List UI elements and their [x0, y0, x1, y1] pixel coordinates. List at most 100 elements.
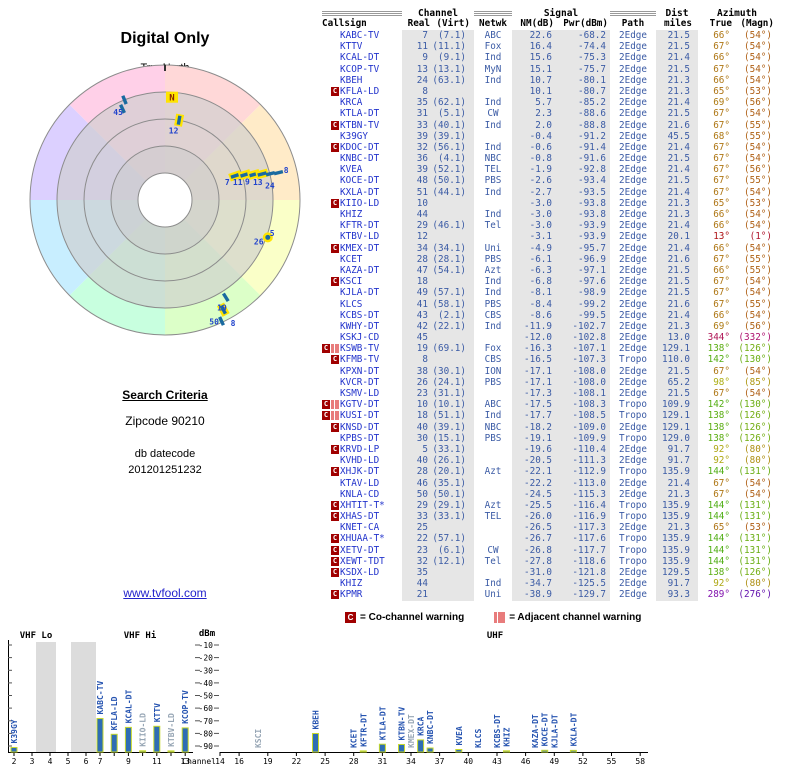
table-row: KCOP-TV 13 (13.1) MyN 15.1 -75.7 2Edge 21.5 67° (… [322, 63, 792, 75]
cell-mag: (80°) [744, 443, 772, 455]
co-channel-warning-icon: C [322, 400, 330, 410]
cell-tru: 67° [713, 41, 730, 53]
callsign-link[interactable]: XHUAA-T* [340, 533, 385, 545]
callsign-link[interactable]: KOCE-DT [340, 175, 380, 187]
callsign-link[interactable]: KVEA [340, 164, 363, 176]
station-label: KAZA-DT [531, 714, 540, 748]
warning-cell: C [322, 567, 340, 578]
table-row: KFTR-DT 29 (46.1) Tel -3.0 -93.9 2Edge 21.4 66° (… [322, 220, 792, 232]
callsign-link[interactable]: KFTR-DT [340, 220, 380, 232]
callsign-link[interactable]: XEWT-TDT [340, 555, 385, 567]
group-header-dist: Dist [665, 7, 689, 19]
cell-real: 45 [402, 332, 430, 344]
svg-text:45: 45 [113, 108, 123, 117]
cell-nm: 16.4 [512, 41, 554, 53]
table-row: KBEH 24 (63.1) Ind 10.7 -80.1 2Edge 21.3 66° (54°… [322, 74, 792, 86]
cell-net: Ind [484, 276, 502, 288]
callsign-link[interactable]: KTBN-TV [340, 119, 380, 131]
cell-net: NBC [484, 153, 502, 165]
cell-mag: (54°) [744, 141, 772, 153]
callsign-link[interactable]: KIIO-LD [340, 197, 380, 209]
callsign-link[interactable]: KABC-TV [340, 30, 380, 41]
callsign-link[interactable]: KXLA-DT [340, 186, 380, 198]
callsign-link[interactable]: KNLA-CD [340, 488, 380, 500]
callsign-link[interactable]: KTTV [340, 41, 363, 53]
signal-bar-chart-canvas: VHF Lo VHF Hi UHF dBm -10 -20 -30 -40 -50 -60 -70 -… [8, 629, 648, 766]
callsign-link[interactable]: KSWB-TV [340, 343, 380, 355]
co-channel-warning-icon: C [322, 411, 330, 421]
callsign-link[interactable]: KMEX-DT [340, 242, 380, 254]
callsign-link[interactable]: KVHD-LD [340, 455, 380, 467]
cell-net [474, 131, 512, 142]
callsign-link[interactable]: KCET [340, 253, 363, 265]
callsign-link[interactable]: KFMB-TV [340, 354, 380, 366]
callsign-link[interactable]: KFLA-LD [340, 85, 380, 97]
station-label: KJLA-DT [550, 714, 559, 748]
cell-dist: 129.0 [656, 432, 698, 444]
callsign-link[interactable]: KVCR-DT [340, 376, 380, 388]
adjacent-channel-warning-icon [494, 612, 506, 623]
callsign-link[interactable]: KPMR [340, 589, 363, 601]
cell-net: ION [484, 365, 502, 377]
svg-text:16: 16 [234, 757, 244, 766]
callsign-link[interactable]: KWHY-DT [340, 320, 380, 332]
cell-nm: -31.0 [512, 567, 554, 579]
callsign-link[interactable]: KSMV-LD [340, 388, 380, 399]
callsign-link[interactable]: KUSI-DT [340, 410, 380, 422]
cell-nm: -2.7 [512, 186, 554, 198]
cell-net: CW [487, 544, 499, 556]
station-label: KTLA-DT [378, 706, 387, 740]
callsign-link[interactable]: K39GY [340, 130, 368, 142]
callsign-link[interactable]: KCOP-TV [340, 63, 380, 75]
callsign-link[interactable]: KNSD-DT [340, 421, 380, 433]
callsign-link[interactable]: KNET-CA [340, 522, 380, 534]
callsign-link[interactable]: KCAL-DT [340, 52, 380, 64]
callsign-link[interactable]: KSCI [340, 276, 363, 288]
group-header-azimuth: Azimuth [716, 7, 758, 19]
callsign-link[interactable]: KDOC-DT [340, 141, 380, 153]
cell-pwr: -88.8 [554, 119, 610, 131]
callsign-link[interactable]: KTAV-LD [340, 477, 380, 489]
callsign-link[interactable]: KPXN-DT [340, 365, 380, 377]
callsign-link[interactable]: KHIZ [340, 209, 363, 220]
callsign-link[interactable]: XETV-DT [340, 544, 380, 556]
callsign-link[interactable]: XHAS-DT [340, 511, 380, 523]
table-row: KTAV-LD 46 (35.1) -22.2 -113.0 2Edge 21.4 67° (5… [322, 477, 792, 489]
cell-tru: 69° [713, 97, 730, 109]
callsign-link[interactable]: XHJK-DT [340, 466, 380, 478]
callsign-link[interactable]: KCBS-DT [340, 309, 380, 321]
callsign-link[interactable]: KLCS [340, 298, 363, 310]
callsign-link[interactable]: KTBV-LD [340, 231, 380, 243]
cell-pwr: -107.1 [554, 343, 610, 355]
cell-path: 2Edge [619, 488, 647, 500]
co-channel-warning-icon: C [331, 590, 339, 600]
callsign-link[interactable]: KGTV-DT [340, 399, 380, 411]
callsign-link[interactable]: KPBS-DT [340, 432, 380, 444]
cell-nm: -18.2 [512, 421, 554, 433]
callsign-link[interactable]: KAZA-DT [340, 264, 380, 276]
cell-pwr: -68.2 [554, 30, 610, 42]
callsign-link[interactable]: KTLA-DT [340, 108, 380, 120]
callsign-link[interactable]: KRCA [340, 97, 363, 109]
warning-legend: C = Co-channel warning = Adjacent channe… [345, 612, 641, 623]
station-label: KVEA [455, 726, 464, 745]
callsign-link[interactable]: KNBC-DT [340, 153, 380, 165]
cell-real: 31 [402, 108, 430, 120]
table-row: KRCA 35 (62.1) Ind 5.7 -85.2 2Edge 21.4 69° (56°) [322, 97, 792, 109]
station-label: KOCE-DT [541, 712, 550, 746]
callsign-link[interactable]: KSDX-LD [340, 567, 380, 578]
callsign-link[interactable]: XHTIT-T* [340, 499, 385, 511]
callsign-link[interactable]: KBEH [340, 74, 363, 86]
cell-mag: (54°) [744, 74, 772, 86]
callsign-link[interactable]: KHIZ [340, 578, 363, 590]
svg-text:46: 46 [521, 757, 531, 766]
tvfool-link[interactable]: www.tvfool.com [123, 586, 207, 600]
callsign-link[interactable]: KSKJ-CD [340, 332, 380, 344]
cell-virt: (10.1) [430, 399, 474, 411]
warning-cell [322, 209, 340, 220]
callsign-link[interactable]: KRVD-LP [340, 443, 380, 455]
callsign-link[interactable]: KJLA-DT [340, 287, 380, 299]
cell-virt [430, 231, 474, 243]
signal-bar [96, 718, 104, 753]
cell-net: Ind [484, 209, 502, 220]
